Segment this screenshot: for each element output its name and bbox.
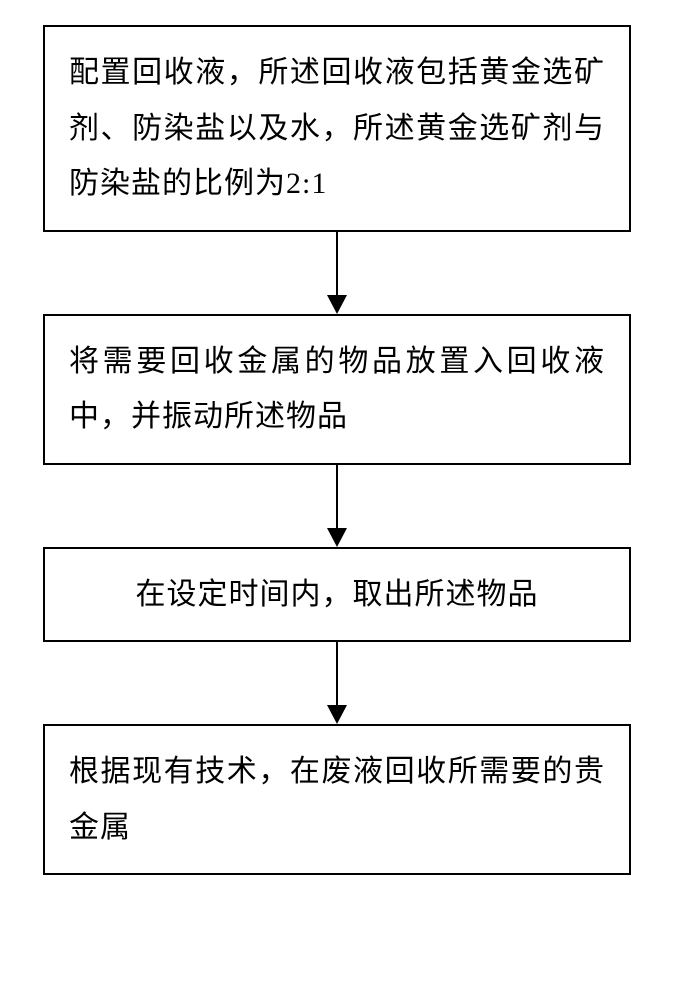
flowchart-step-3: 在设定时间内，取出所述物品 <box>43 547 631 643</box>
arrow-head-icon <box>327 295 347 314</box>
arrow-head-icon <box>327 528 347 547</box>
flowchart-container: 配置回收液，所述回收液包括黄金选矿剂、防染盐以及水，所述黄金选矿剂与防染盐的比例… <box>42 25 632 875</box>
arrow-line <box>336 642 338 705</box>
flowchart-step-2: 将需要回收金属的物品放置入回收液中，并振动所述物品 <box>43 314 631 465</box>
step-text: 根据现有技术，在废液回收所需要的贵金属 <box>69 744 605 855</box>
flowchart-step-4: 根据现有技术，在废液回收所需要的贵金属 <box>43 724 631 875</box>
arrow-head-icon <box>327 705 347 724</box>
arrow-3 <box>327 642 347 724</box>
step-text: 在设定时间内，取出所述物品 <box>69 567 605 623</box>
arrow-line <box>336 465 338 528</box>
flowchart-step-1: 配置回收液，所述回收液包括黄金选矿剂、防染盐以及水，所述黄金选矿剂与防染盐的比例… <box>43 25 631 232</box>
step-text: 配置回收液，所述回收液包括黄金选矿剂、防染盐以及水，所述黄金选矿剂与防染盐的比例… <box>69 45 605 212</box>
step-text: 将需要回收金属的物品放置入回收液中，并振动所述物品 <box>69 334 605 445</box>
arrow-line <box>336 232 338 295</box>
arrow-2 <box>327 465 347 547</box>
arrow-1 <box>327 232 347 314</box>
